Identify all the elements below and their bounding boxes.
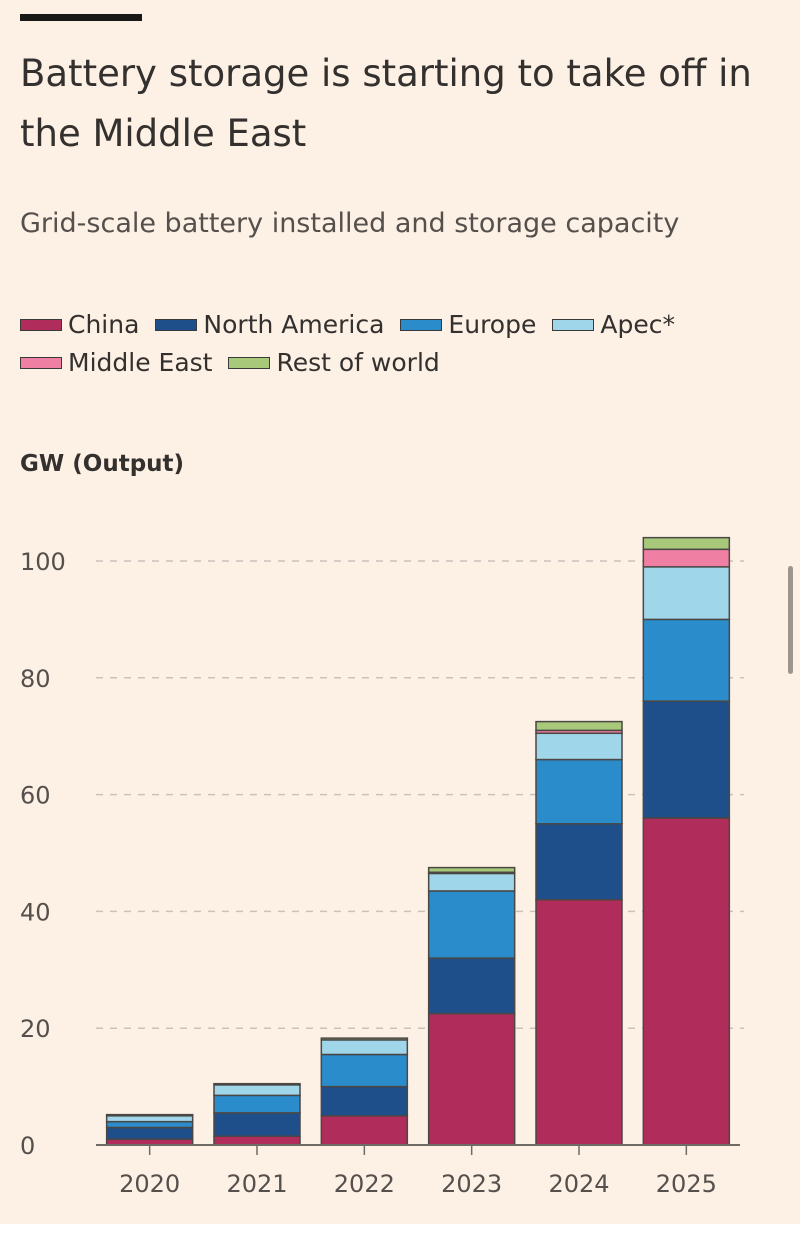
bar-2020-rest-of-world: [105, 1113, 194, 1117]
x-tick-label-2021: 2021: [226, 1170, 287, 1198]
legend-item-middle-east: Middle East: [20, 344, 212, 382]
x-tick-label-2024: 2024: [548, 1170, 609, 1198]
bottom-strip: [0, 1224, 800, 1240]
bar-2025-north-america: [642, 700, 731, 819]
bar-2024-europe: [535, 758, 623, 825]
legend-item-north-america: North America: [155, 306, 384, 344]
legend-item-china: China: [20, 306, 139, 344]
x-tick-label-2025: 2025: [656, 1170, 717, 1198]
stacked-bar-chart: 0 20 40 60 80 100 2020 2021 2022 2023 2024 2025: [20, 536, 744, 1198]
bar-2021-rest-of-world: [213, 1082, 301, 1086]
bar-2024-apec: [535, 732, 623, 761]
legend-swatch-north-america: [155, 319, 198, 331]
legend-label-middle-east: Middle East: [68, 348, 213, 377]
bar-2021-north-america: [213, 1112, 301, 1137]
legend-label-europe: Europe: [448, 310, 537, 339]
legend-swatch-rest-of-world: [228, 357, 271, 369]
bar-2025-europe: [642, 618, 731, 702]
y-tick-label-60: 60: [20, 782, 51, 810]
bar-2024-rest-of-world: [535, 720, 623, 732]
x-tick-label-2020: 2020: [119, 1170, 180, 1198]
y-tick-label-100: 100: [20, 548, 66, 576]
legend-item-europe: Europe: [400, 306, 536, 344]
legend-swatch-china: [20, 319, 62, 331]
bar-2025-middle-east: [642, 548, 731, 568]
bar-2020-north-america: [105, 1126, 194, 1140]
bar-2023-apec: [427, 872, 516, 892]
top-rule: [20, 14, 142, 21]
scrollbar-thumb[interactable]: [788, 566, 793, 674]
legend-swatch-europe: [400, 319, 443, 331]
bar-2024-china: [535, 898, 623, 1146]
bar-2025-rest-of-world: [642, 536, 731, 551]
legend-item-apec: Apec*: [552, 306, 675, 344]
bar-2025-apec: [642, 566, 731, 621]
bar-2022-rest-of-world: [320, 1037, 409, 1041]
bar-2024-north-america: [535, 823, 623, 901]
legend-row-1: China North America Europe Apec*: [20, 306, 780, 344]
legend-label-rest-of-world: Rest of world: [276, 348, 440, 377]
y-tick-label-80: 80: [20, 665, 51, 693]
chart-subtitle: Grid-scale battery installed and storage…: [20, 208, 680, 239]
y-tick-label-0: 0: [20, 1132, 35, 1160]
legend-swatch-apec: [552, 319, 595, 331]
legend-label-apec: Apec*: [600, 310, 675, 339]
bar-2023-europe: [427, 890, 516, 959]
y-axis-unit-label: GW (Output): [20, 451, 185, 477]
legend-item-rest-of-world: Rest of world: [228, 344, 440, 382]
y-tick-label-40: 40: [20, 898, 51, 926]
bar-2021-china: [213, 1135, 301, 1146]
bar-2025-china: [642, 817, 731, 1146]
bar-2023-north-america: [427, 957, 516, 1015]
bar-2022-north-america: [320, 1085, 409, 1117]
y-tick-label-20: 20: [20, 1015, 51, 1043]
bar-2023-rest-of-world: [427, 866, 516, 874]
legend-label-china: China: [68, 310, 140, 339]
bar-2020-europe: [105, 1120, 194, 1129]
x-tick-label-2022: 2022: [334, 1170, 395, 1198]
bar-2021-apec: [213, 1084, 301, 1097]
bar-2023-china: [427, 1012, 516, 1146]
bar-2022-apec: [320, 1039, 409, 1056]
bar-2020-apec: [105, 1115, 194, 1123]
bar-2022-china: [320, 1115, 409, 1146]
bar-2022-europe: [320, 1053, 409, 1088]
legend-label-north-america: North America: [203, 310, 385, 339]
x-tick-label-2023: 2023: [441, 1170, 502, 1198]
legend-swatch-middle-east: [20, 357, 62, 369]
legend-row-2: Middle East Rest of world: [20, 344, 780, 382]
chart-title: Battery storage is starting to take off …: [20, 52, 752, 155]
bar-2021-europe: [213, 1094, 301, 1114]
legend: China North America Europe Apec* Middle …: [20, 306, 780, 382]
